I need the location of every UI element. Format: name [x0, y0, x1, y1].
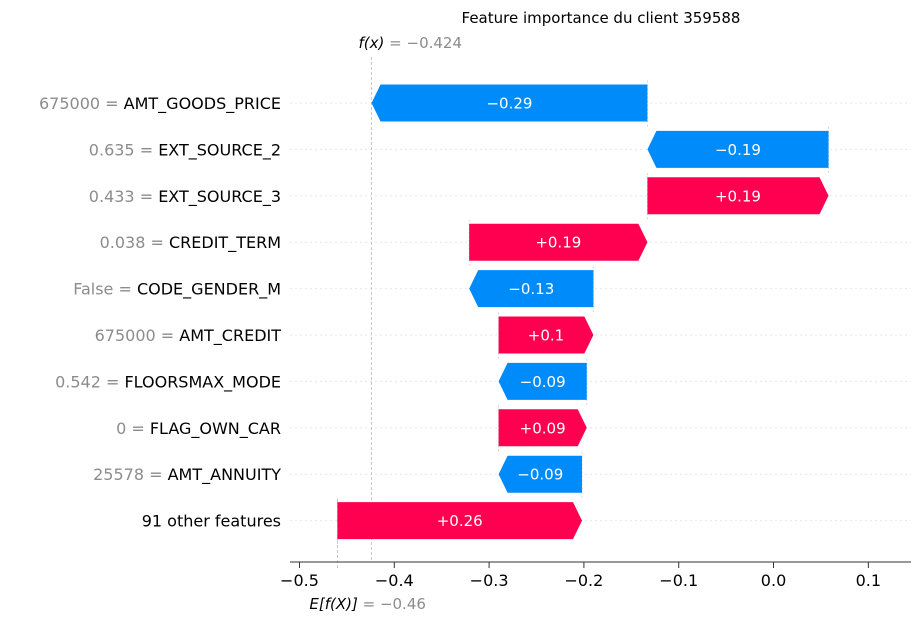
bar-value-label: +0.19 — [535, 234, 581, 252]
feature-name: CREDIT_TERM — [169, 233, 281, 253]
bar-ext-source-3 — [647, 177, 829, 215]
feature-label: 675000 = AMT_GOODS_PRICE — [39, 94, 281, 114]
bar-amt-goods-price — [371, 84, 648, 122]
bar-value-label: +0.26 — [437, 512, 483, 530]
feature-name: EXT_SOURCE_2 — [158, 140, 281, 160]
feature-label: 91 other features — [142, 512, 281, 531]
expected-value-annotation: E[f(X)] = −0.46 — [309, 595, 426, 613]
bar-amt-annuity — [498, 455, 583, 493]
feature-value: 675000 = — [39, 94, 124, 113]
bar-ext-source-2 — [647, 130, 829, 168]
bar-value-label: −0.13 — [508, 280, 554, 298]
feature-value: False = — [73, 280, 137, 299]
feature-label: 0.542 = FLOORSMAX_MODE — [55, 372, 281, 392]
bar-value-label: −0.29 — [486, 95, 532, 113]
feature-value: 0 = — [116, 419, 150, 438]
expected-value-label: E[f(X)] — [309, 595, 358, 613]
feature-label: 0 = FLAG_OWN_CAR — [116, 419, 281, 439]
feature-name: AMT_GOODS_PRICE — [124, 94, 281, 114]
bars: −0.29 −0.19 +0.19 +0.19 −0.13 +0.1 −0.09 +0.09 −… — [337, 84, 829, 540]
feature-name: FLAG_OWN_CAR — [150, 419, 281, 439]
feature-name: AMT_CREDIT — [179, 326, 281, 346]
bar-credit-term — [469, 223, 648, 261]
bar-value-label: +0.1 — [528, 327, 564, 345]
feature-label: 25578 = AMT_ANNUITY — [93, 465, 281, 485]
chart-title: Feature importance du client 359588 — [462, 9, 741, 27]
x-tick-label: −0.2 — [564, 571, 603, 590]
feature-value: 0.038 = — [100, 233, 169, 252]
feature-name: EXT_SOURCE_3 — [158, 187, 281, 207]
bar-amt-credit — [498, 316, 594, 354]
x-axis: −0.5 −0.4 −0.3 −0.2 −0.1 0.0 0.1 — [280, 561, 911, 590]
feature-value: 0.542 = — [55, 372, 124, 391]
feature-label: 0.038 = CREDIT_TERM — [100, 233, 281, 253]
x-tick-label: 0.1 — [856, 571, 881, 590]
feature-value: 25578 = — [93, 465, 167, 484]
feature-value: 0.635 = — [89, 140, 158, 159]
fx-value: = −0.424 — [384, 34, 462, 52]
feature-label: 0.635 = EXT_SOURCE_2 — [89, 140, 281, 160]
bar-floorsmax-mode — [498, 362, 587, 400]
feature-value: 675000 = — [95, 326, 180, 345]
feature-value: 0.433 = — [89, 187, 158, 206]
bar-value-label: +0.19 — [715, 187, 761, 205]
feature-name: 91 other features — [142, 512, 281, 531]
bar-value-label: +0.09 — [520, 419, 566, 437]
feature-label: 0.433 = EXT_SOURCE_3 — [89, 187, 281, 207]
bar-flag-own-car — [498, 409, 587, 447]
fx-label: f(x) — [359, 34, 385, 52]
x-tick-label: −0.1 — [659, 571, 698, 590]
bar-91-other-features — [337, 502, 583, 540]
feature-name: CODE_GENDER_M — [137, 280, 281, 300]
x-tick-label: −0.4 — [375, 571, 414, 590]
fx-annotation: f(x) = −0.424 — [359, 34, 463, 52]
feature-name: FLOORSMAX_MODE — [124, 372, 281, 392]
feature-label: False = CODE_GENDER_M — [73, 280, 281, 300]
feature-labels: 675000 = AMT_GOODS_PRICE 0.635 = EXT_SOUR… — [39, 94, 281, 531]
bar-value-label: −0.19 — [715, 141, 761, 159]
expected-value-value: = −0.46 — [358, 595, 426, 613]
bar-value-label: −0.09 — [517, 466, 563, 484]
bar-value-label: −0.09 — [520, 373, 566, 391]
x-tick-label: 0.0 — [761, 571, 786, 590]
x-tick-label: −0.3 — [470, 571, 509, 590]
bar-code-gender-m — [469, 270, 594, 308]
x-tick-label: −0.5 — [280, 571, 319, 590]
feature-label: 675000 = AMT_CREDIT — [95, 326, 282, 346]
feature-name: AMT_ANNUITY — [168, 465, 282, 485]
